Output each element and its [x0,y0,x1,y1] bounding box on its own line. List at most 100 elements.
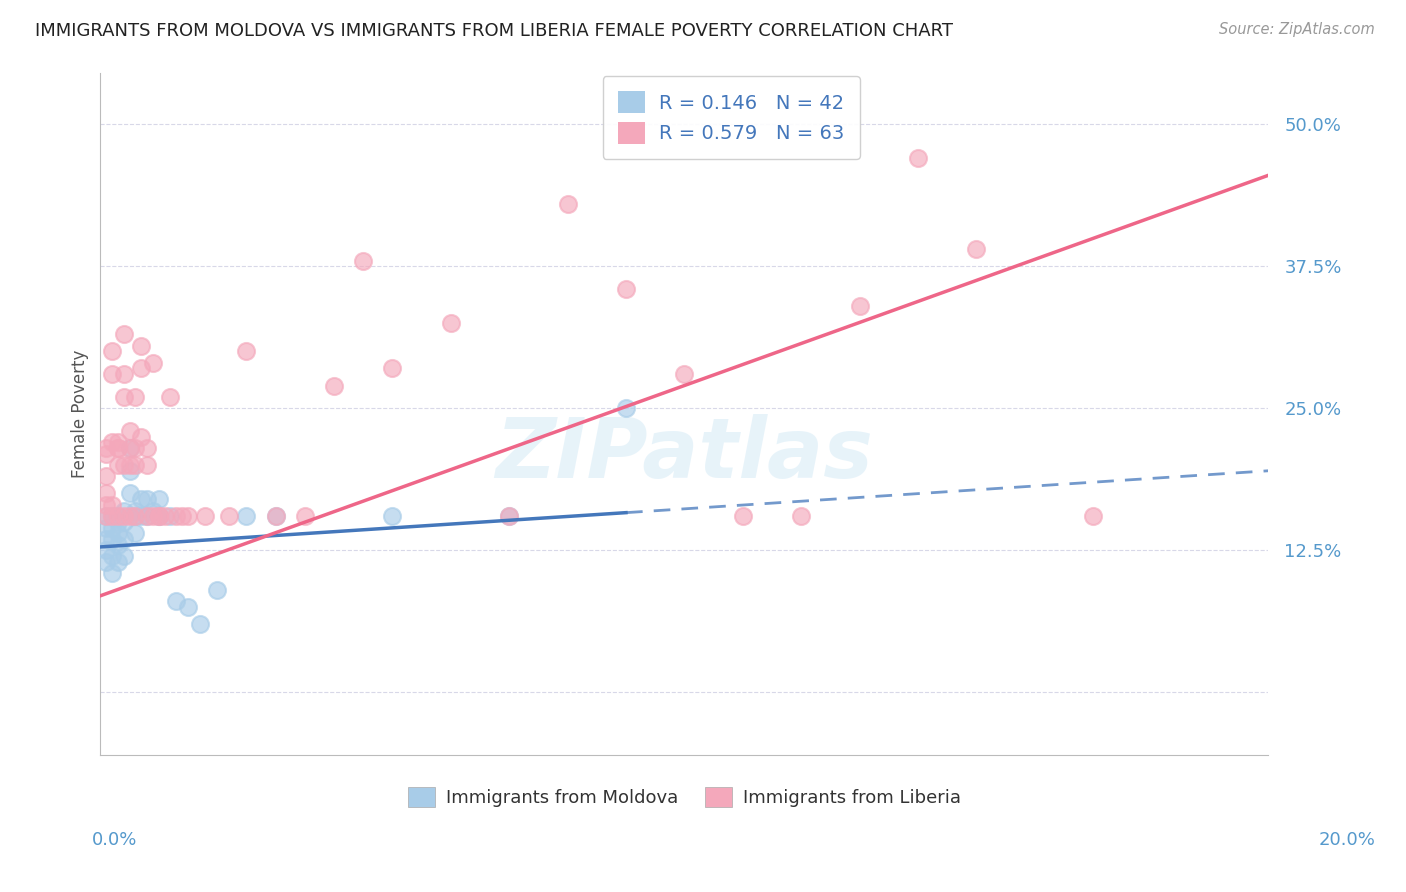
Point [352,253,374,268]
Point [118,441,141,455]
Point [101,367,124,381]
Point [731,509,754,524]
Point [381,361,404,376]
Point [96,532,118,546]
Point [112,503,135,517]
Point [107,515,129,529]
Text: IMMIGRANTS FROM MOLDOVA VS IMMIGRANTS FROM LIBERIA FEMALE POVERTY CORRELATION CH: IMMIGRANTS FROM MOLDOVA VS IMMIGRANTS FR… [35,22,953,40]
Point [101,498,124,512]
Point [159,390,181,404]
Point [557,196,579,211]
Point [118,464,141,478]
Point [136,509,159,524]
Point [118,458,141,472]
Point [177,509,200,524]
Point [148,509,170,524]
Point [498,509,520,524]
Point [112,509,135,524]
Point [118,509,141,524]
Point [148,492,170,507]
Point [124,458,146,472]
Point [124,526,146,541]
Point [129,492,152,507]
Point [112,390,135,404]
Point [96,543,118,558]
Point [136,458,159,472]
Point [142,509,165,524]
Point [101,532,124,546]
Point [96,469,118,483]
Point [124,509,146,524]
Point [118,486,141,500]
Point [101,435,124,450]
Point [323,378,346,392]
Point [848,299,870,313]
Point [264,509,287,524]
Text: ZIPatlas: ZIPatlas [495,415,873,495]
Point [124,503,146,517]
Point [965,242,987,256]
Point [118,441,141,455]
Point [907,151,929,165]
Point [96,498,118,512]
Point [107,509,129,524]
Text: 20.0%: 20.0% [1319,831,1375,849]
Point [101,549,124,563]
Point [172,509,194,524]
Point [112,367,135,381]
Text: 0.0%: 0.0% [91,831,136,849]
Point [142,356,165,370]
Point [129,430,152,444]
Point [264,509,287,524]
Point [165,509,187,524]
Point [1083,509,1105,524]
Point [118,424,141,438]
Point [96,441,118,455]
Point [101,509,124,524]
Point [148,509,170,524]
Point [235,344,257,359]
Point [112,327,135,342]
Point [129,361,152,376]
Point [112,458,135,472]
Point [107,458,129,472]
Point [96,447,118,461]
Point [136,441,159,455]
Point [101,344,124,359]
Text: Source: ZipAtlas.com: Source: ZipAtlas.com [1219,22,1375,37]
Point [159,509,181,524]
Point [177,600,200,615]
Point [107,509,129,524]
Point [107,538,129,552]
Point [188,617,211,632]
Point [124,390,146,404]
Point [107,526,129,541]
Point [235,509,257,524]
Point [136,492,159,507]
Point [381,509,404,524]
Point [673,367,696,381]
Point [112,532,135,546]
Point [101,520,124,534]
Point [129,509,152,524]
Point [96,509,118,524]
Point [148,509,170,524]
Point [107,555,129,569]
Point [124,509,146,524]
Point [136,509,159,524]
Point [205,583,228,598]
Y-axis label: Female Poverty: Female Poverty [72,350,89,478]
Point [107,435,129,450]
Point [101,509,124,524]
Point [790,509,813,524]
Point [498,509,520,524]
Point [294,509,316,524]
Point [614,282,637,296]
Point [101,566,124,580]
Point [153,509,176,524]
Point [112,549,135,563]
Point [440,316,463,330]
Point [124,441,146,455]
Point [142,503,165,517]
Point [107,441,129,455]
